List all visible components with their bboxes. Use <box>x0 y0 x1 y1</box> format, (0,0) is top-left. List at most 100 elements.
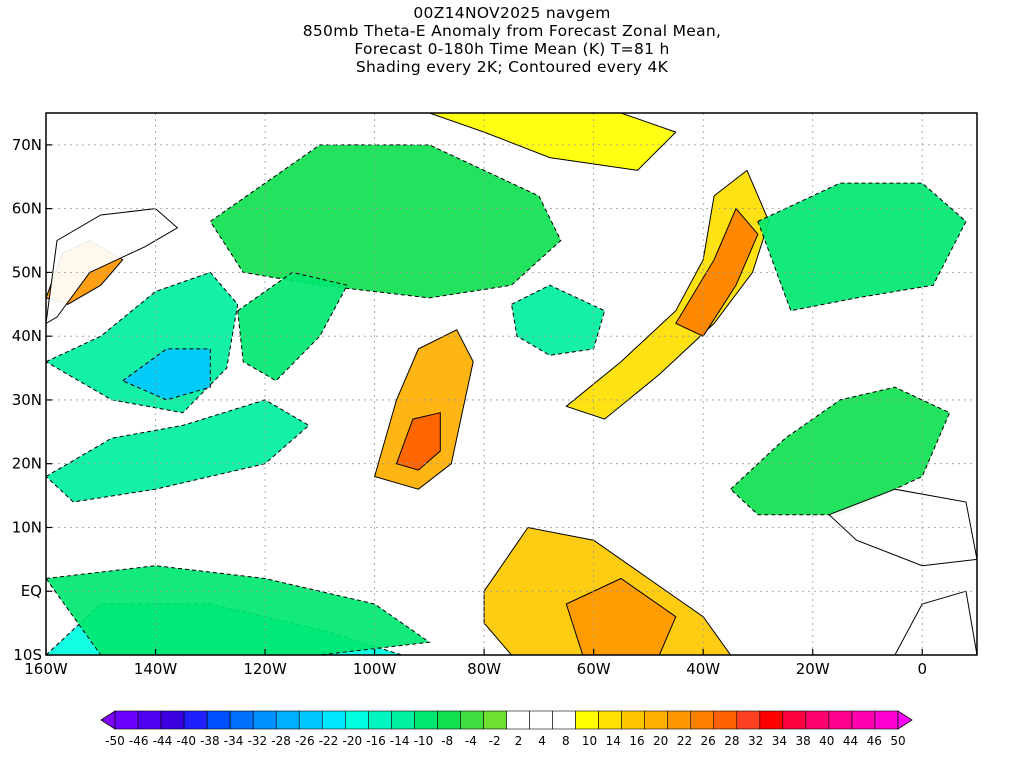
colorbar-swatch <box>483 710 507 730</box>
colorbar-label: -34 <box>224 734 244 748</box>
colorbar-swatch <box>667 710 692 730</box>
colorbar-swatch <box>828 710 853 730</box>
colorbar-label: 44 <box>843 734 858 748</box>
colorbar-label: -2 <box>489 734 501 748</box>
colorbar-label: 40 <box>819 734 834 748</box>
lat-tick-label: 20N <box>12 455 42 473</box>
colorbar-label: -26 <box>295 734 315 748</box>
colorbar-label: -10 <box>414 734 434 748</box>
lat-tick-label: 60N <box>12 200 42 218</box>
colorbar-swatch <box>575 710 599 730</box>
colorbar-label: 34 <box>772 734 787 748</box>
lat-tick-label: 50N <box>12 263 42 281</box>
lat-tick-label: 40N <box>12 327 42 345</box>
cold-anomaly-tropical-pacific <box>46 565 431 655</box>
colorbar-label: -28 <box>271 734 291 748</box>
lon-tick-label: 160W <box>24 660 68 678</box>
warm-anomaly-west-africa <box>828 488 977 567</box>
colorbar-min-arrow <box>100 710 116 730</box>
colorbar: -50 -46 -44 -40 -38 -34 -32 -28 -26 -22 -20 -16 -14-… <box>100 710 913 748</box>
title-block: 00Z14NOV2025 navgem 850mb Theta-E Anomal… <box>0 4 1024 76</box>
colorbar-swatch <box>206 710 231 730</box>
colorbar-label: -4 <box>465 734 477 748</box>
colorbar-label: 16 <box>629 734 644 748</box>
colorbar-label: 20 <box>653 734 668 748</box>
cold-anomaly-canada <box>209 144 562 299</box>
lon-tick-label: 80W <box>467 660 501 678</box>
lat-tick-label: 70N <box>12 136 42 154</box>
colorbar-label: 28 <box>724 734 739 748</box>
colorbar-swatch <box>460 710 484 730</box>
title-shading: Shading every 2K; Contoured every 4K <box>355 58 669 76</box>
lon-tick-label: 100W <box>353 660 397 678</box>
title-run: 00Z14NOV2025 navgem <box>413 4 611 22</box>
colorbar-swatch <box>344 710 369 730</box>
colorbar-label: 46 <box>867 734 882 748</box>
colorbar-swatch <box>275 710 300 730</box>
colorbar-swatch <box>874 710 899 730</box>
colorbar-label: 4 <box>538 734 546 748</box>
lon-tick-label: 120W <box>243 660 287 678</box>
colorbar-label: 14 <box>606 734 621 748</box>
colorbar-label: -32 <box>248 734 268 748</box>
colorbar-swatch <box>160 710 185 730</box>
cold-anomaly-subtropical-atlantic <box>729 386 951 516</box>
colorbar-label: -40 <box>176 734 196 748</box>
lon-tick-label: 140W <box>134 660 178 678</box>
colorbar-swatch <box>137 710 162 730</box>
colorbar-label: 26 <box>701 734 716 748</box>
colorbar-swatch <box>644 710 669 730</box>
colorbar-swatch <box>713 710 738 730</box>
colorbar-swatch <box>598 710 622 730</box>
colorbar-label: 8 <box>562 734 570 748</box>
anomaly-shading <box>46 113 977 655</box>
colorbar-label: -14 <box>390 734 410 748</box>
warm-anomaly-greenland <box>429 113 677 171</box>
colorbar-swatch <box>552 710 576 730</box>
colorbar-label: 10 <box>582 734 597 748</box>
lon-tick-label: 60W <box>577 660 611 678</box>
cold-anomaly-eastern-atlantic <box>757 182 967 312</box>
colorbar-label: 50 <box>890 734 905 748</box>
lat-tick-label: 10S <box>13 646 42 664</box>
map-frame <box>45 112 978 656</box>
colorbar-swatch <box>690 710 715 730</box>
colorbar-swatch <box>114 710 139 730</box>
colorbar-swatch <box>851 710 876 730</box>
lat-tick-label: 30N <box>12 391 42 409</box>
colorbar-label: -50 <box>105 734 125 748</box>
colorbar-swatch <box>391 710 415 730</box>
colorbar-label: -20 <box>342 734 362 748</box>
colorbar-swatch <box>529 710 553 730</box>
colorbar-label: -16 <box>366 734 386 748</box>
lat-tick-label: 10N <box>12 518 42 536</box>
cold-anomaly-pacific-core <box>121 348 211 401</box>
colorbar-swatch <box>782 710 807 730</box>
colorbar-label: -38 <box>200 734 220 748</box>
colorbar-swatch <box>252 710 277 730</box>
lon-tick-label: 40W <box>686 660 720 678</box>
warm-anomaly-mexico-core <box>395 412 441 471</box>
colorbar-label: -44 <box>153 734 173 748</box>
warm-anomaly-alaska-plume <box>46 208 179 324</box>
colorbar-label: 2 <box>515 734 523 748</box>
colorbar-label: 32 <box>748 734 763 748</box>
colorbar-label: 38 <box>795 734 810 748</box>
colorbar-swatch <box>805 710 830 730</box>
colorbar-swatch <box>298 710 323 730</box>
colorbar-swatch <box>183 710 208 730</box>
colorbar-swatch <box>621 710 645 730</box>
colorbar-swatch <box>321 710 346 730</box>
colorbar-swatch <box>736 710 761 730</box>
colorbar-swatch <box>414 710 438 730</box>
colorbar-label: 22 <box>677 734 692 748</box>
colorbar-swatch <box>368 710 392 730</box>
colorbar-swatch <box>506 710 530 730</box>
warm-anomaly-atlantic-plume <box>565 169 770 420</box>
cold-anomaly-subtropical-pacific <box>46 399 310 503</box>
colorbar-swatch <box>437 710 461 730</box>
title-field: 850mb Theta-E Anomaly from Forecast Zona… <box>302 22 722 40</box>
lat-tick-label: EQ <box>21 582 42 600</box>
